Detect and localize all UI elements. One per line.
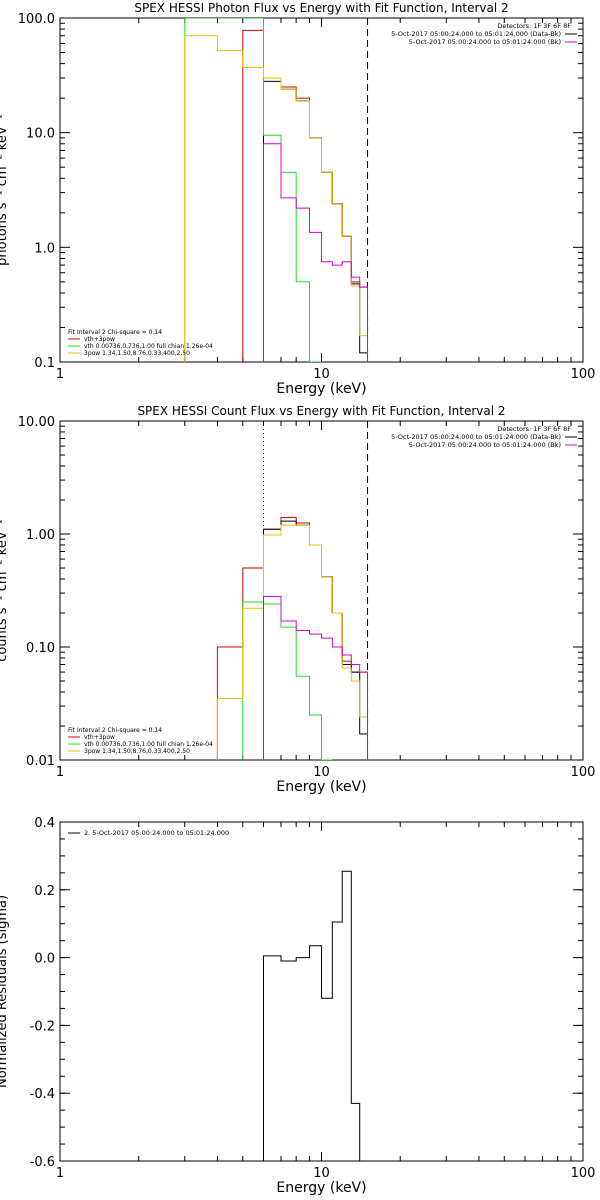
legend-bottomleft-text: Fit Interval 2 Chi-square = 0.14 [68, 329, 162, 336]
legend-bottomleft-text: vth+3pow [84, 734, 115, 741]
x-tick-label: 100 [571, 765, 596, 780]
x-axis-label: Energy (keV) [276, 779, 366, 795]
x-tick-label: 10 [313, 1166, 330, 1181]
series-yellow-line [184, 35, 368, 362]
y-tick-label: 0.4 [34, 816, 55, 831]
series-black-line [263, 520, 368, 760]
y-tick-label: 0.0 [34, 952, 55, 967]
legend-topright-text: 5-Oct-2017 05:00:24.000 to 05:01:24.000 … [391, 30, 561, 38]
y-tick-label: 1.00 [26, 528, 55, 543]
series-magenta-line [263, 596, 368, 760]
legend-topright-text: Detectors: 1F 3F 6F 8F [497, 22, 571, 30]
legend-bottomleft-text: vth 0.00736,0.736,1.00 full chian 1.26e-… [84, 741, 213, 748]
series-black-line [263, 80, 368, 362]
chart-panel-1: SPEX HESSI Photon Flux vs Energy with Fi… [0, 1, 595, 397]
y-axis-label: photons s⁻¹ cm⁻² keV⁻¹ [0, 114, 10, 266]
x-tick-label: 1 [56, 765, 64, 780]
y-tick-label: 0.01 [26, 754, 55, 769]
series-red-line [216, 517, 368, 760]
y-tick-label: 0.1 [34, 356, 55, 371]
x-axis-label: Energy (keV) [276, 381, 366, 397]
y-axis-label: counts s⁻¹ cm⁻² keV⁻¹ [0, 519, 10, 662]
y-tick-label: 10.0 [26, 127, 55, 142]
chart-title: SPEX HESSI Count Flux vs Energy with Fit… [137, 404, 505, 418]
legend-topleft-text: 2. 5-Oct-2017 05:00:24.000 to 05:01:24.0… [84, 829, 229, 837]
x-tick-label: 1 [56, 367, 64, 382]
x-axis-label: Energy (keV) [276, 1180, 366, 1196]
series-black-line [263, 870, 368, 1161]
chart-panel-2: SPEX HESSI Count Flux vs Energy with Fit… [0, 404, 595, 795]
x-tick-label: 10 [313, 765, 330, 780]
y-tick-label: 100.0 [18, 12, 55, 27]
legend-topright-text: Detectors: 1F 3F 6F 8F [497, 425, 571, 433]
y-tick-label: 10.00 [18, 415, 55, 430]
legend-bottomleft-text: vth+3pow [84, 336, 115, 343]
legend-bottomleft-text: vth 0.00736,0.736,1.00 full chian 1.26e-… [84, 343, 213, 350]
plot-frame [59, 420, 584, 761]
legend-bottomleft-text: Fit Interval 2 Chi-square = 0.14 [68, 727, 162, 734]
x-tick-label: 10 [313, 367, 330, 382]
x-tick-label: 1 [56, 1166, 64, 1181]
chart-title: SPEX HESSI Photon Flux vs Energy with Fi… [134, 1, 508, 15]
legend-bottomleft-text: 3pow 1.34,1.50,8.76,0.33,400,2.50 [84, 350, 190, 357]
y-tick-label: 0.2 [34, 884, 55, 899]
x-tick-label: 100 [571, 1166, 596, 1181]
y-tick-label: 1.0 [34, 241, 55, 256]
series-green-line [184, 18, 322, 362]
x-tick-label: 100 [571, 367, 596, 382]
series-magenta-line [263, 143, 368, 362]
chart-panel-3: Energy (keV) Normalized Residuals (sigma)… [0, 816, 595, 1196]
legend-topright-text: 5-Oct-2017 05:00:24.000 to 05:01:24.000 … [391, 433, 561, 441]
series-yellow-line [216, 524, 368, 760]
y-axis-label: Normalized Residuals (sigma) [0, 895, 10, 1088]
y-tick-label: 0.10 [26, 641, 55, 656]
plot-frame [59, 17, 584, 363]
series-red-line [242, 29, 368, 362]
y-tick-label: -0.4 [30, 1087, 55, 1102]
legend-topright-text: 5-Oct-2017 05:00:24.000 to 05:01:24.000 … [409, 38, 561, 46]
y-tick-label: -0.2 [30, 1019, 55, 1034]
y-tick-label: -0.6 [30, 1155, 55, 1170]
legend-bottomleft-text: 3pow 1.34,1.50,8.76,0.33,400,2.50 [84, 748, 190, 755]
legend-topright-text: 5-Oct-2017 05:00:24.000 to 05:01:24.000 … [409, 441, 561, 449]
series-green-line [242, 601, 333, 760]
